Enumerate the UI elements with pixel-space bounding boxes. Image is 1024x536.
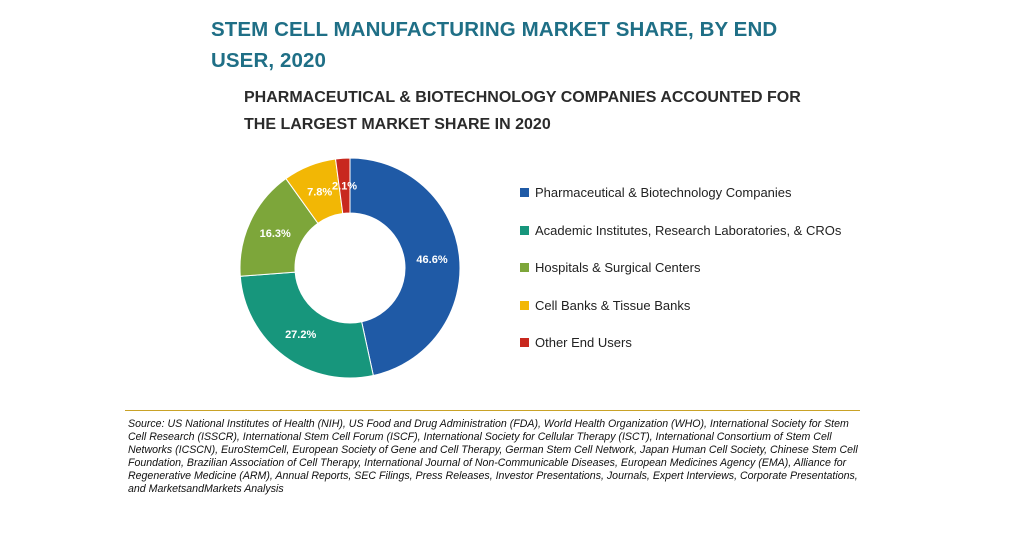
chart-subtitle: PHARMACEUTICAL & BIOTECHNOLOGY COMPANIES… [244,89,801,133]
donut-data-label-academic-institutes-research-laboratories-cros: 27.2% [285,329,316,341]
source-divider [125,410,860,411]
chart-legend: Pharmaceutical & Biotechnology Companies… [520,185,841,373]
source-note: Source: US National Institutes of Health… [128,418,858,495]
donut-data-label-pharmaceutical-biotechnology-companies: 46.6% [416,254,447,266]
legend-swatch [520,225,529,235]
legend-label: Cell Banks & Tissue Banks [535,297,691,313]
legend-swatch [520,188,529,197]
donut-data-label-cell-banks-tissue-banks: 7.8% [307,186,332,198]
legend-label: Pharmaceutical & Biotechnology Companies [535,185,792,200]
legend-label: Other End Users [535,335,632,350]
legend-label: Hospitals & Surgical Centers [535,260,701,275]
donut-slice-other-end-users [334,157,351,215]
legend-swatch [520,263,529,272]
donut-chart: 46.6% 27.2% 16.3% 7.8% 2.1% [239,157,461,379]
donut-data-label-hospitals-surgical-centers: 16.3% [260,228,291,240]
donut-data-label-other-end-users: 2.1% [332,181,357,193]
legend-swatch [520,300,529,310]
legend-item-other-end-users: Other End Users [520,335,841,373]
donut-slice-academic-institutes-research-laboratories-cros [239,271,374,379]
legend-item-academic-institutes-research-laboratories-cros: Academic Institutes, Research Laboratori… [520,223,841,261]
legend-item-hospitals-surgical-centers: Hospitals & Surgical Centers [520,260,841,298]
legend-item-pharmaceutical-biotechnology-companies: Pharmaceutical & Biotechnology Companies [520,185,841,223]
legend-item-cell-banks-tissue-banks: Cell Banks & Tissue Banks [520,298,841,336]
chart-title: STEM CELL MANUFACTURING MARKET SHARE, BY… [211,18,778,72]
legend-label: Academic Institutes, Research Laboratori… [535,222,842,238]
donut-slice-pharmaceutical-biotechnology-companies [349,157,461,377]
legend-swatch [520,338,529,347]
